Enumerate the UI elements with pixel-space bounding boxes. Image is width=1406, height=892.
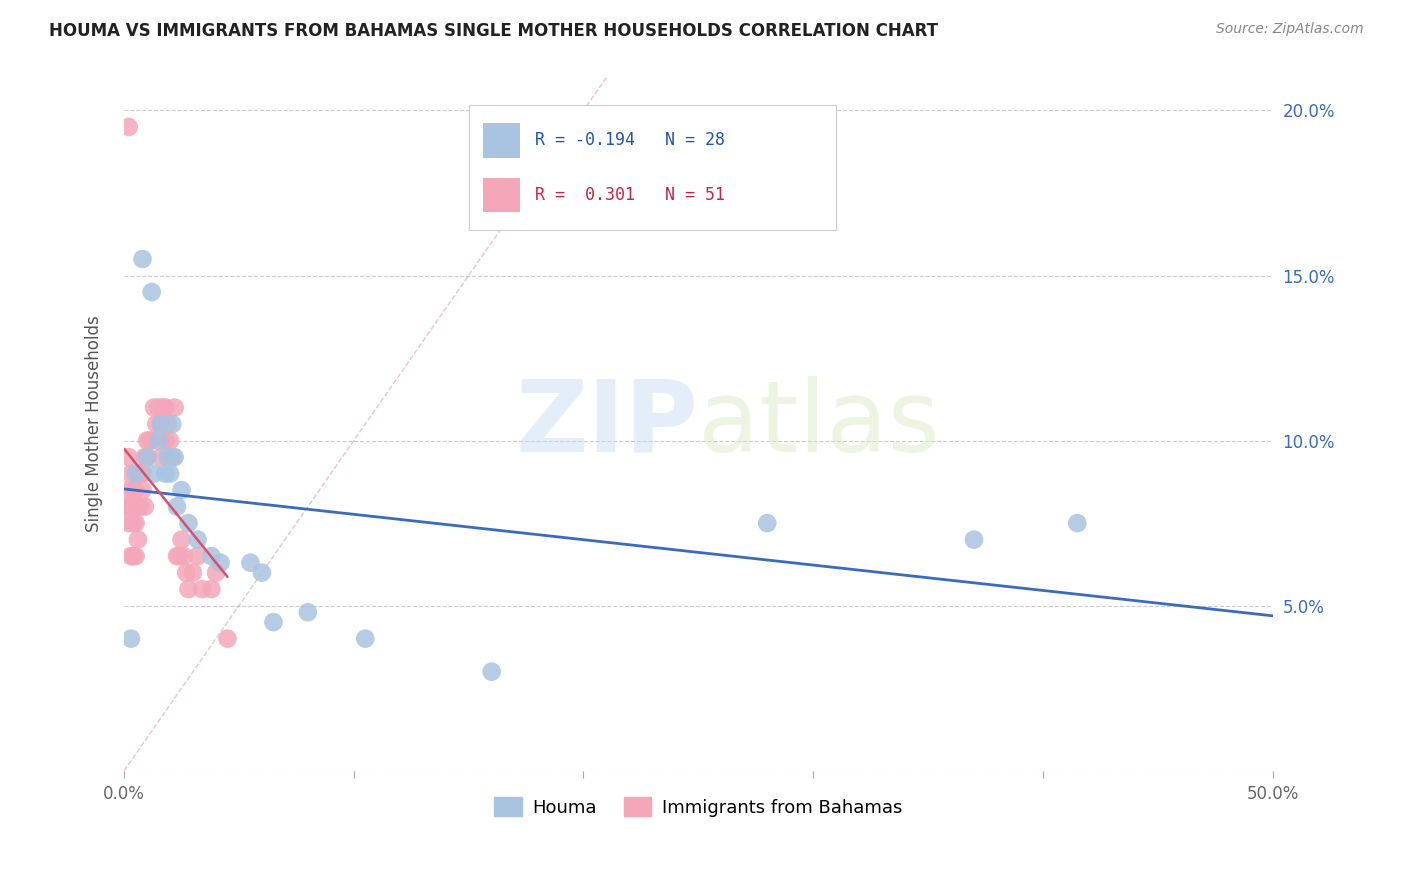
Point xyxy=(118,450,141,464)
Point xyxy=(217,632,239,646)
Point xyxy=(155,401,177,415)
Point xyxy=(163,401,186,415)
Point xyxy=(166,500,188,514)
Point xyxy=(131,252,153,266)
Point xyxy=(187,533,209,547)
Point xyxy=(170,483,193,497)
Point xyxy=(148,401,170,415)
Point xyxy=(239,556,262,570)
Point xyxy=(131,467,153,481)
Point xyxy=(149,450,172,464)
Point xyxy=(118,516,141,530)
Point xyxy=(143,467,166,481)
Point xyxy=(148,434,170,448)
Point xyxy=(141,434,163,448)
Point xyxy=(163,450,186,464)
Point xyxy=(177,516,200,530)
Point xyxy=(152,401,174,415)
Point xyxy=(149,417,172,431)
Point xyxy=(124,483,146,497)
Point xyxy=(155,434,177,448)
Point xyxy=(115,483,138,497)
Point xyxy=(131,483,153,497)
Point xyxy=(297,605,319,619)
Point xyxy=(145,417,167,431)
Point xyxy=(149,417,172,431)
Point xyxy=(181,566,204,580)
Point xyxy=(200,549,222,563)
Point xyxy=(136,450,159,464)
Point xyxy=(136,434,159,448)
Point xyxy=(174,566,197,580)
Point xyxy=(155,467,177,481)
Point xyxy=(143,401,166,415)
Point xyxy=(120,500,142,514)
Point xyxy=(127,500,149,514)
Point xyxy=(354,632,377,646)
Point xyxy=(120,632,142,646)
Point xyxy=(124,516,146,530)
Point xyxy=(167,549,190,563)
Point xyxy=(120,467,142,481)
Legend: Houma, Immigrants from Bahamas: Houma, Immigrants from Bahamas xyxy=(488,790,910,824)
Point xyxy=(756,516,779,530)
Text: ZIP: ZIP xyxy=(516,376,699,473)
Point xyxy=(162,450,184,464)
Point xyxy=(124,467,146,481)
Point xyxy=(170,533,193,547)
Text: Source: ZipAtlas.com: Source: ZipAtlas.com xyxy=(1216,22,1364,37)
Point xyxy=(166,549,188,563)
Point xyxy=(138,434,160,448)
Point xyxy=(120,549,142,563)
Point xyxy=(129,467,152,481)
Point xyxy=(177,582,200,596)
Point xyxy=(134,500,156,514)
Point xyxy=(209,556,232,570)
Point xyxy=(115,500,138,514)
Point xyxy=(159,434,181,448)
Point xyxy=(191,582,214,596)
Text: atlas: atlas xyxy=(699,376,941,473)
Point xyxy=(127,533,149,547)
Point xyxy=(173,549,195,563)
Point xyxy=(162,417,184,431)
Point xyxy=(134,450,156,464)
Point xyxy=(1066,516,1088,530)
Point xyxy=(963,533,986,547)
Point xyxy=(200,582,222,596)
Point xyxy=(187,549,209,563)
Point xyxy=(156,450,179,464)
Point xyxy=(205,566,228,580)
Point xyxy=(481,665,503,679)
Point xyxy=(129,500,152,514)
Point xyxy=(141,285,163,299)
Point xyxy=(124,549,146,563)
Point xyxy=(122,549,145,563)
Point xyxy=(262,615,284,629)
Point xyxy=(159,467,181,481)
Text: HOUMA VS IMMIGRANTS FROM BAHAMAS SINGLE MOTHER HOUSEHOLDS CORRELATION CHART: HOUMA VS IMMIGRANTS FROM BAHAMAS SINGLE … xyxy=(49,22,938,40)
Point xyxy=(122,483,145,497)
Point xyxy=(136,450,159,464)
Point xyxy=(156,417,179,431)
Y-axis label: Single Mother Households: Single Mother Households xyxy=(86,316,103,533)
Point xyxy=(127,467,149,481)
Point xyxy=(122,516,145,530)
Point xyxy=(118,120,141,134)
Point xyxy=(250,566,273,580)
